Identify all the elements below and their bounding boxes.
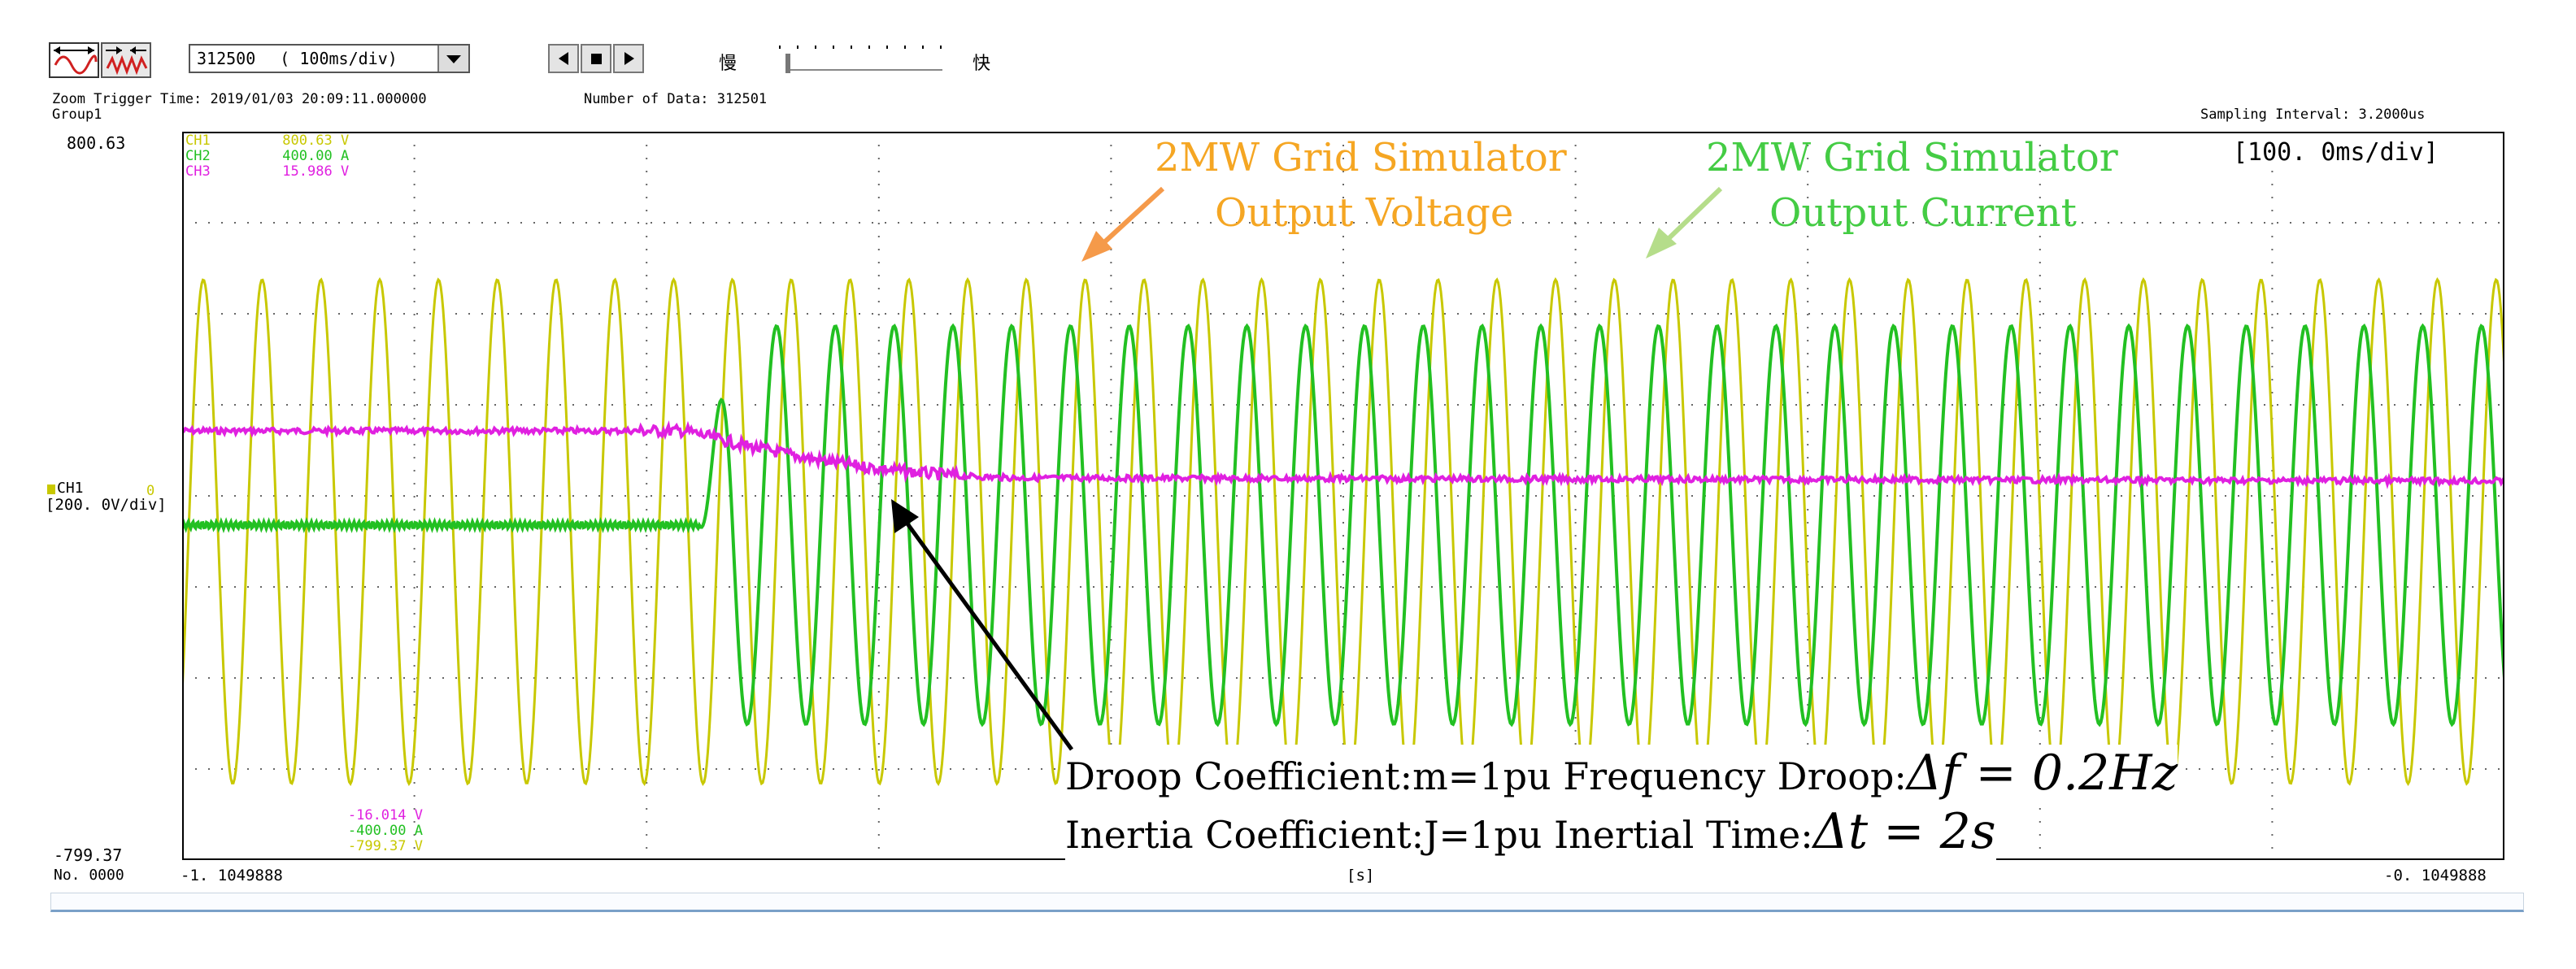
channel-value: -400.00 bbox=[347, 823, 407, 839]
channel-value: -799.37 bbox=[347, 838, 407, 854]
slider-track-icon bbox=[779, 46, 942, 73]
channel-value: 800.63 bbox=[282, 133, 333, 149]
inertia-math: Δt = 2s bbox=[1812, 803, 1996, 860]
channel-unit: A bbox=[332, 148, 350, 164]
channel-legend-row: CH1 800.63 V bbox=[185, 133, 349, 149]
speed-slider[interactable] bbox=[776, 41, 946, 76]
x-unit-label: [s] bbox=[1347, 867, 1375, 884]
channel-value: -16.014 bbox=[347, 807, 407, 823]
inertia-annotation: Inertia Coefficient:J=1pu Inertial Time:… bbox=[1065, 803, 1996, 860]
y-bottom-label: -799.37 bbox=[54, 845, 123, 865]
voltage-arrow-icon bbox=[1081, 186, 1165, 262]
channel-legend-row: CH2 400.00 A bbox=[185, 149, 349, 164]
zero-mark: 0 bbox=[146, 483, 155, 499]
step-forward-icon bbox=[624, 52, 634, 65]
timebase-select[interactable]: 312500 ( 100ms/div) bbox=[189, 44, 470, 73]
ch1-scale-label: [200. 0V/div] bbox=[46, 496, 167, 514]
y-top-label: 800.63 bbox=[67, 133, 126, 153]
channel-legend-bottom: -16.014 V -400.00 A -799.37 V bbox=[301, 808, 423, 854]
ch1-marker-icon bbox=[47, 484, 55, 494]
channel-legend-row: -799.37 V bbox=[301, 839, 423, 854]
speed-fast-label: 快 bbox=[973, 54, 991, 74]
waveform-view-button[interactable] bbox=[49, 42, 99, 78]
droop-math: Δf = 0.2Hz bbox=[1906, 745, 2178, 802]
speed-slow-label: 慢 bbox=[719, 54, 738, 74]
droop-text: Droop Coefficient:m=1pu Frequency Droop: bbox=[1065, 754, 1907, 798]
stop-button[interactable] bbox=[581, 44, 611, 73]
channel-value: 400.00 bbox=[282, 148, 333, 164]
current-annotation-line1: 2MW Grid Simulator bbox=[1706, 135, 2118, 180]
channel-name: CH2 bbox=[185, 148, 211, 164]
current-waveform bbox=[181, 323, 2506, 728]
group-label: Group1 bbox=[52, 106, 102, 123]
sampling-interval: Sampling Interval: 3.2000us bbox=[2200, 106, 2426, 123]
drop-down-icon[interactable] bbox=[437, 46, 468, 72]
channel-name: CH3 bbox=[185, 163, 211, 180]
x-left-label: -1. 1049888 bbox=[181, 867, 283, 884]
channel-legend-row: CH3 15.986 V bbox=[185, 164, 349, 180]
step-back-button[interactable] bbox=[548, 44, 579, 73]
horizontal-scrollbar[interactable] bbox=[50, 893, 2524, 912]
digital-waveform-icon bbox=[106, 46, 148, 76]
analog-waveform-icon bbox=[54, 46, 98, 75]
channel-unit: V bbox=[406, 838, 423, 854]
channel-legend-row: -16.014 V bbox=[301, 808, 423, 823]
voltage-annotation-line2: Output Voltage bbox=[1215, 190, 1514, 236]
droop-annotation: Droop Coefficient:m=1pu Frequency Droop:… bbox=[1065, 745, 2178, 802]
channel-name: CH1 bbox=[185, 133, 211, 149]
channel-legend-top: CH1 800.63 V CH2 400.00 A CH3 15.986 V bbox=[185, 133, 349, 180]
voltage-annotation-line1: 2MW Grid Simulator bbox=[1155, 135, 1567, 180]
timebase-div-label: [100. 0ms/div] bbox=[2233, 138, 2439, 167]
step-forward-button[interactable] bbox=[613, 44, 644, 73]
stop-icon bbox=[591, 54, 602, 64]
channel-unit: V bbox=[332, 133, 350, 149]
channel-unit: V bbox=[332, 163, 350, 180]
zoom-trigger-time: Zoom Trigger Time: 2019/01/03 20:09:11.0… bbox=[52, 91, 427, 107]
droop-arrow-icon bbox=[891, 499, 1074, 751]
channel-unit: V bbox=[406, 807, 423, 823]
ch1-marker-label: CH1 bbox=[57, 480, 84, 497]
timebase-value: ( 100ms/div) bbox=[280, 49, 398, 68]
x-right-label: -0. 1049888 bbox=[2384, 867, 2487, 884]
zoom-view-button[interactable] bbox=[101, 42, 151, 78]
data-count-value: 312500 bbox=[197, 49, 256, 68]
step-back-icon bbox=[559, 52, 568, 65]
inertia-text: Inertia Coefficient:J=1pu Inertial Time: bbox=[1065, 813, 1813, 857]
channel-legend-row: -400.00 A bbox=[301, 823, 423, 839]
ch3-waveform bbox=[181, 419, 2506, 489]
current-arrow-icon bbox=[1646, 186, 1723, 259]
no-label: No. 0000 bbox=[54, 867, 124, 884]
channel-value: 15.986 bbox=[282, 163, 333, 180]
current-annotation-line2: Output Current bbox=[1769, 190, 2077, 236]
number-of-data: Number of Data: 312501 bbox=[584, 91, 768, 107]
channel-unit: A bbox=[406, 823, 423, 839]
